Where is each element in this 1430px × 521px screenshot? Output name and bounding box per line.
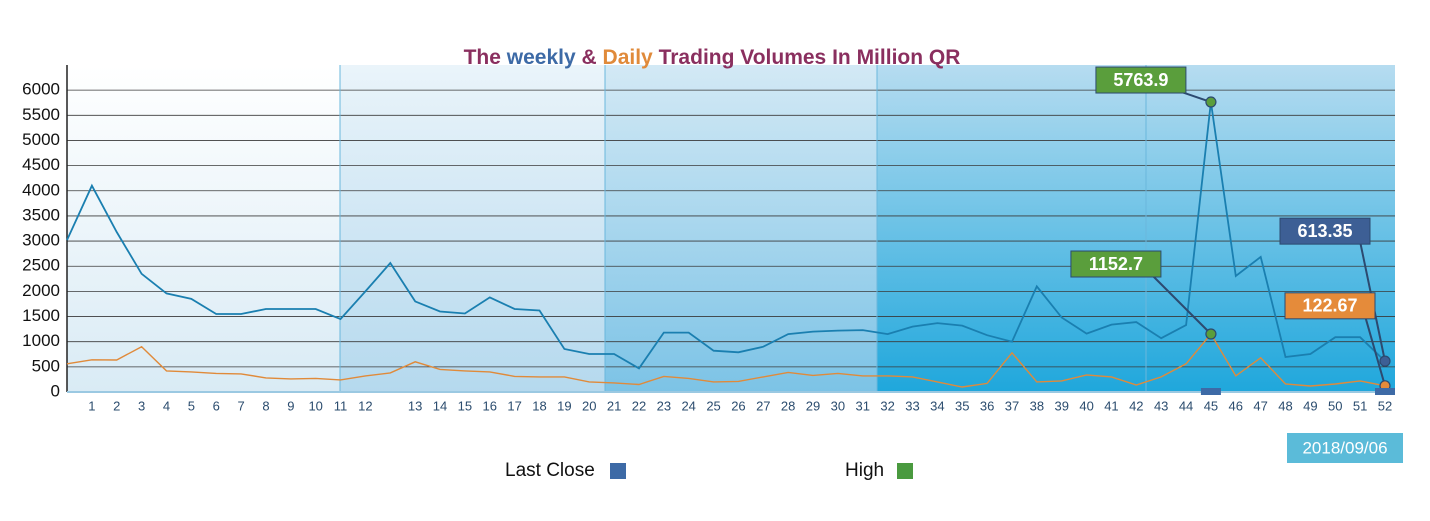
panel: [67, 65, 340, 392]
title-part: Daily: [603, 46, 654, 69]
title-part: &: [582, 46, 597, 69]
point-marker: [1205, 328, 1217, 340]
marker-base: [1375, 388, 1395, 395]
y-tick-label: 3000: [22, 231, 60, 250]
point-marker: [1379, 355, 1391, 367]
x-tick-label: 52: [1378, 398, 1392, 413]
series-line: [66, 101, 1386, 370]
legend-swatch: [897, 463, 913, 479]
x-tick-label: 21: [607, 398, 621, 413]
x-tick-label: 1: [88, 398, 95, 413]
legend-label: High: [845, 460, 884, 481]
y-tick-label: 0: [51, 381, 60, 400]
x-tick-label: 38: [1030, 398, 1044, 413]
x-tick-label: 9: [287, 398, 294, 413]
value-label-box: [1070, 250, 1162, 278]
x-tick-label: 40: [1079, 398, 1093, 413]
value-label: 5763.9: [1113, 70, 1168, 90]
x-tick-label: 7: [237, 398, 244, 413]
x-tick-label: 11: [334, 398, 348, 413]
date-box: [1287, 433, 1403, 463]
x-tick-label: 20: [582, 398, 596, 413]
title-part: weekly: [506, 46, 576, 69]
x-tick-label: 16: [483, 398, 497, 413]
x-tick-label: 2: [113, 398, 120, 413]
x-tick-label: 12: [358, 398, 372, 413]
legend-label: Last Close: [505, 460, 595, 481]
y-tick-label: 2000: [22, 281, 60, 300]
leader-line: [1150, 273, 1212, 335]
x-tick-label: 41: [1104, 398, 1118, 413]
x-tick-label: 14: [433, 398, 447, 413]
y-tick-label: 5500: [22, 105, 60, 124]
x-tick-label: 31: [856, 398, 870, 413]
x-tick-label: 15: [458, 398, 472, 413]
x-tick-label: 3: [138, 398, 145, 413]
x-tick-label: 42: [1129, 398, 1143, 413]
x-tick-label: 50: [1328, 398, 1342, 413]
x-tick-label: 18: [532, 398, 546, 413]
x-tick-label: 23: [657, 398, 671, 413]
x-tick-label: 46: [1229, 398, 1243, 413]
value-label-box: [1279, 217, 1371, 245]
chart-title: The weekly & Daily Trading Volumes In Mi…: [464, 46, 961, 69]
y-tick-label: 2500: [22, 256, 60, 275]
x-tick-label: 34: [930, 398, 944, 413]
x-tick-label: 24: [681, 398, 695, 413]
title-part: The: [464, 46, 501, 69]
x-tick-label: 13: [408, 398, 422, 413]
x-tick-label: 28: [781, 398, 795, 413]
y-tick-label: 500: [32, 356, 60, 375]
x-tick-label: 22: [632, 398, 646, 413]
x-tick-label: 37: [1005, 398, 1019, 413]
date-label: 2018/09/06: [1302, 438, 1387, 457]
x-tick-label: 8: [262, 398, 269, 413]
x-tick-label: 10: [308, 398, 322, 413]
x-tick-label: 43: [1154, 398, 1168, 413]
y-tick-label: 4000: [22, 180, 60, 199]
x-tick-label: 33: [905, 398, 919, 413]
y-tick-label: 4500: [22, 155, 60, 174]
x-tick-label: 48: [1278, 398, 1292, 413]
series-line: [66, 332, 1386, 388]
value-label-box: [1095, 66, 1187, 94]
x-tick-label: 27: [756, 398, 770, 413]
x-tick-label: 32: [880, 398, 894, 413]
x-tick-label: 29: [806, 398, 820, 413]
x-tick-label: 5: [188, 398, 195, 413]
title-part: Trading Volumes In Million QR: [659, 46, 961, 69]
x-tick-label: 30: [831, 398, 845, 413]
marker-base: [1200, 388, 1221, 395]
value-label: 122.67: [1302, 296, 1357, 316]
x-tick-label: 45: [1204, 398, 1218, 413]
value-label-box: [1284, 292, 1376, 320]
point-marker: [1205, 96, 1217, 108]
panel: [340, 65, 605, 392]
value-label: 613.35: [1297, 221, 1352, 241]
x-tick-label: 25: [706, 398, 720, 413]
x-tick-label: 35: [955, 398, 969, 413]
x-tick-label: 36: [980, 398, 994, 413]
x-tick-label: 44: [1179, 398, 1193, 413]
x-tick-label: 47: [1253, 398, 1267, 413]
x-tick-label: 39: [1054, 398, 1068, 413]
leader-line: [1364, 315, 1386, 387]
legend-swatch: [610, 463, 626, 479]
x-tick-label: 4: [163, 398, 170, 413]
x-tick-label: 26: [731, 398, 745, 413]
y-tick-label: 5000: [22, 130, 60, 149]
panel: [605, 65, 877, 392]
y-tick-label: 1000: [22, 331, 60, 350]
x-tick-label: 49: [1303, 398, 1317, 413]
y-tick-label: 6000: [22, 80, 60, 99]
x-tick-label: 19: [557, 398, 571, 413]
y-tick-label: 1500: [22, 306, 60, 325]
x-tick-label: 17: [507, 398, 521, 413]
x-tick-label: 6: [213, 398, 220, 413]
x-tick-label: 51: [1353, 398, 1367, 413]
y-tick-label: 3500: [22, 205, 60, 224]
value-label: 1152.7: [1089, 254, 1143, 274]
